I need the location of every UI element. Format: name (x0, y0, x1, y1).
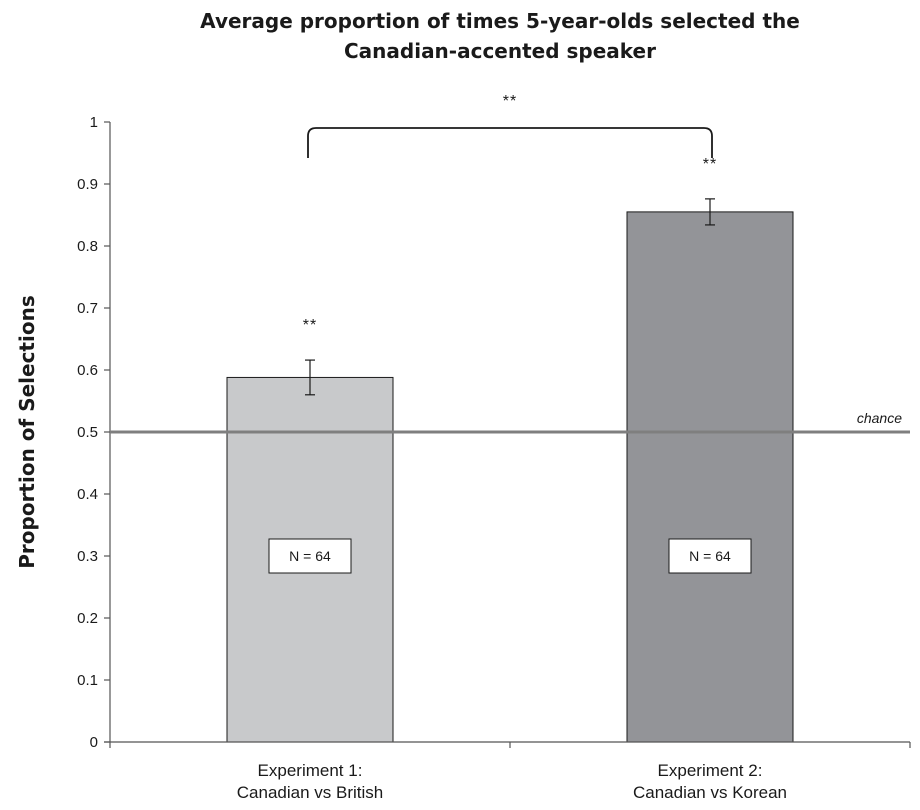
y-tick-label: 0.2 (77, 610, 98, 627)
chart-title: Average proportion of times 5-year-olds … (60, 6, 920, 66)
x-category-label: Experiment 1: (258, 761, 363, 780)
y-tick-label: 0.5 (77, 424, 98, 441)
significance-marker: ** (703, 156, 717, 173)
n-label-box (668, 538, 752, 574)
y-tick-label: 0.1 (77, 672, 98, 689)
y-tick-label: 0.9 (77, 176, 98, 193)
x-category-label: Canadian vs British (237, 783, 383, 802)
y-tick-label: 0 (90, 734, 98, 751)
comparison-bracket (307, 127, 713, 158)
comparison-significance: ** (503, 93, 517, 110)
chance-label: chance (857, 410, 902, 426)
x-category-label: Canadian vs Korean (633, 783, 787, 802)
n-label-box (268, 538, 352, 574)
y-tick-label: 0.7 (77, 300, 98, 317)
y-tick-label: 0.4 (77, 486, 98, 503)
x-category-label: Experiment 2: (658, 761, 763, 780)
chart-title-line-2: Canadian-accented speaker (343, 39, 656, 63)
y-tick-label: 0.6 (77, 362, 98, 379)
bar (626, 211, 794, 743)
n-label: N = 64 (289, 548, 331, 564)
y-tick-label: 0.8 (77, 238, 98, 255)
n-label: N = 64 (689, 548, 731, 564)
y-axis-label: Proportion of Selections (15, 295, 39, 569)
y-tick-label: 0.3 (77, 548, 98, 565)
y-tick-label: 1 (90, 114, 98, 131)
significance-marker: ** (303, 317, 317, 334)
chart-title-line-1: Average proportion of times 5-year-olds … (200, 9, 800, 33)
